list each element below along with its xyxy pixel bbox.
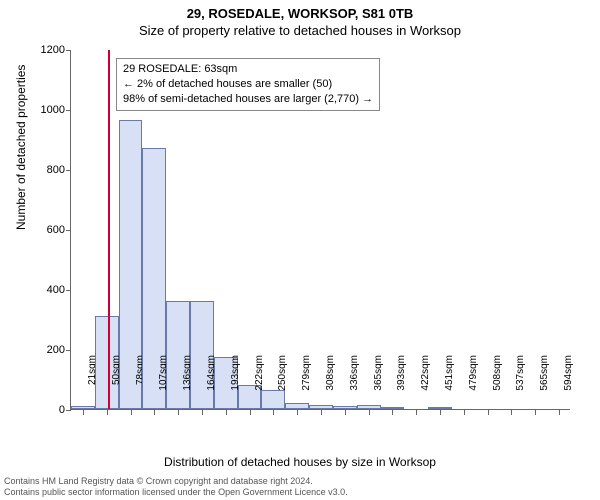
y-tick-label: 0 bbox=[25, 404, 65, 416]
annotation-line: 98% of semi-detached houses are larger (… bbox=[123, 92, 373, 107]
y-tick-mark bbox=[66, 170, 71, 171]
annotation-box: 29 ROSEDALE: 63sqm← 2% of detached house… bbox=[116, 58, 380, 111]
x-tick-mark bbox=[416, 410, 417, 415]
x-tick-mark bbox=[559, 410, 560, 415]
histogram-plot: 02004006008001000120021sqm50sqm78sqm107s… bbox=[70, 50, 570, 410]
y-tick-label: 1000 bbox=[25, 104, 65, 116]
x-axis-label: Distribution of detached houses by size … bbox=[0, 455, 600, 469]
x-tick-label: 451sqm bbox=[444, 355, 455, 415]
x-tick-mark bbox=[369, 410, 370, 415]
x-tick-mark bbox=[321, 410, 322, 415]
chart-area: 02004006008001000120021sqm50sqm78sqm107s… bbox=[70, 50, 570, 410]
y-tick-mark bbox=[66, 50, 71, 51]
x-tick-mark bbox=[226, 410, 227, 415]
footer-attribution: Contains HM Land Registry data © Crown c… bbox=[4, 476, 348, 498]
y-tick-label: 800 bbox=[25, 164, 65, 176]
x-tick-label: 393sqm bbox=[396, 355, 407, 415]
page-subtitle: Size of property relative to detached ho… bbox=[0, 23, 600, 38]
x-tick-mark bbox=[107, 410, 108, 415]
x-tick-mark bbox=[250, 410, 251, 415]
x-tick-label: 537sqm bbox=[515, 355, 526, 415]
annotation-line: ← 2% of detached houses are smaller (50) bbox=[123, 77, 373, 92]
x-tick-mark bbox=[297, 410, 298, 415]
x-tick-mark bbox=[535, 410, 536, 415]
y-tick-mark bbox=[66, 410, 71, 411]
x-tick-mark bbox=[488, 410, 489, 415]
x-tick-mark bbox=[83, 410, 84, 415]
x-tick-label: 479sqm bbox=[468, 355, 479, 415]
x-tick-mark bbox=[464, 410, 465, 415]
y-tick-label: 600 bbox=[25, 224, 65, 236]
footer-line-2: Contains public sector information licen… bbox=[4, 487, 348, 498]
x-tick-mark bbox=[392, 410, 393, 415]
x-tick-label: 565sqm bbox=[539, 355, 550, 415]
y-tick-mark bbox=[66, 290, 71, 291]
footer-line-1: Contains HM Land Registry data © Crown c… bbox=[4, 476, 348, 487]
y-tick-label: 1200 bbox=[25, 44, 65, 56]
x-tick-mark bbox=[511, 410, 512, 415]
x-tick-label: 508sqm bbox=[492, 355, 503, 415]
y-tick-mark bbox=[66, 110, 71, 111]
page-title: 29, ROSEDALE, WORKSOP, S81 0TB bbox=[0, 6, 600, 21]
x-tick-mark bbox=[202, 410, 203, 415]
y-tick-mark bbox=[66, 350, 71, 351]
x-tick-mark bbox=[440, 410, 441, 415]
x-tick-mark bbox=[131, 410, 132, 415]
y-axis-label: Number of detached properties bbox=[14, 65, 28, 230]
y-tick-mark bbox=[66, 230, 71, 231]
property-marker-line bbox=[108, 50, 110, 409]
y-tick-label: 400 bbox=[25, 284, 65, 296]
x-tick-mark bbox=[273, 410, 274, 415]
x-tick-mark bbox=[345, 410, 346, 415]
x-tick-label: 594sqm bbox=[563, 355, 574, 415]
x-tick-label: 365sqm bbox=[373, 355, 384, 415]
x-tick-mark bbox=[178, 410, 179, 415]
annotation-line: 29 ROSEDALE: 63sqm bbox=[123, 62, 373, 77]
y-tick-label: 200 bbox=[25, 344, 65, 356]
x-tick-mark bbox=[154, 410, 155, 415]
